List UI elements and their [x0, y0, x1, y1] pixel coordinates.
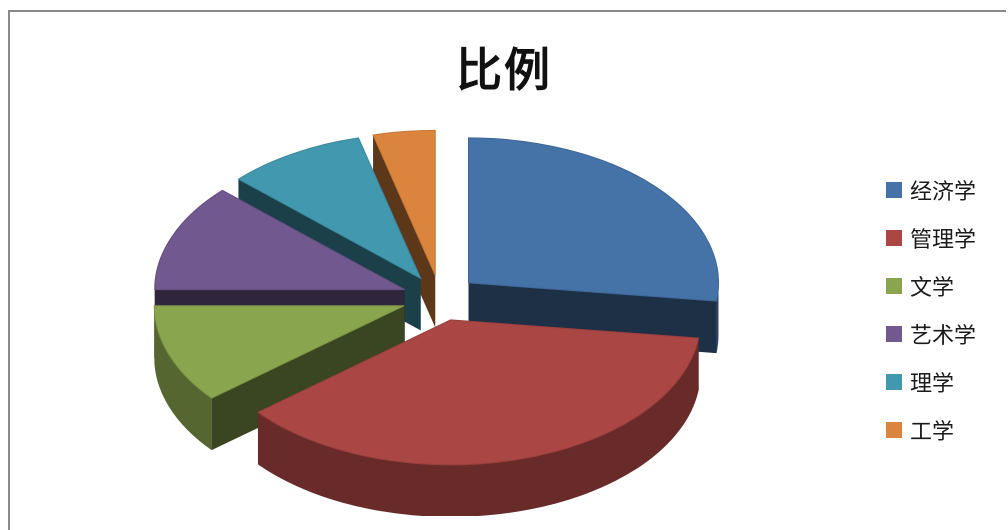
pie-slice-管理学: [256, 319, 700, 466]
legend-item-wenxue: 文学: [886, 262, 976, 310]
chart-legend: 经济学 管理学 文学 艺术学 理学 工学: [886, 166, 976, 454]
pie-slice-艺术学: [154, 189, 405, 291]
legend-swatch: [886, 182, 902, 198]
pie-slice-工学: [372, 129, 436, 276]
pie-slice-理学: [237, 137, 422, 280]
legend-item-jingji: 经济学: [886, 166, 976, 214]
legend-label: 管理学: [910, 228, 977, 253]
slice-side-2-0: [154, 305, 212, 451]
legend-swatch: [886, 374, 902, 390]
legend-swatch: [886, 422, 902, 438]
legend-item-guanli: 管理学: [886, 214, 976, 262]
legend-item-yishu: 艺术学: [886, 310, 976, 358]
legend-label: 经济学: [910, 180, 977, 205]
legend-swatch: [886, 326, 902, 342]
legend-item-lixue: 理学: [886, 358, 976, 406]
legend-label: 艺术学: [910, 324, 977, 349]
legend-label: 理学: [910, 372, 955, 397]
pie-top-layer: [153, 129, 719, 466]
legend-item-gongxue: 工学: [886, 406, 976, 454]
slice-side-1-0: [257, 338, 699, 516]
chart-title: 比例: [456, 43, 552, 97]
pie-slice-经济学: [468, 137, 719, 302]
legend-swatch: [886, 230, 902, 246]
legend-label: 工学: [910, 420, 955, 445]
pie-slice-文学: [153, 305, 405, 399]
pie-chart: [153, 129, 719, 516]
legend-swatch: [886, 278, 902, 294]
legend-label: 文学: [910, 276, 955, 301]
